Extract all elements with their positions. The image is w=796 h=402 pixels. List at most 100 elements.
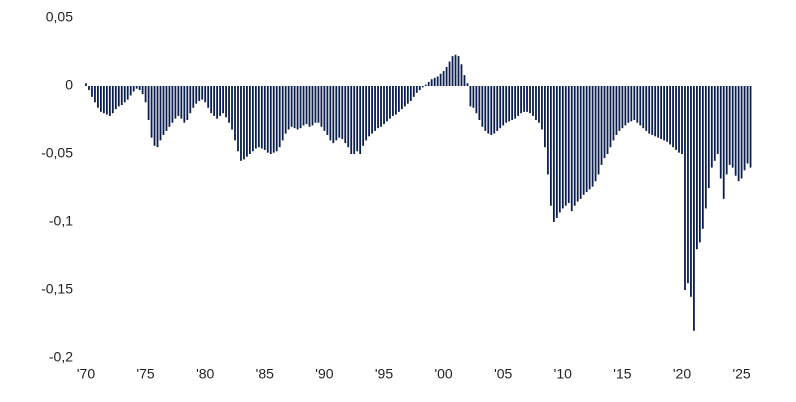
bar	[150, 86, 153, 138]
bar	[746, 86, 749, 164]
y-tick-label: -0,1	[49, 213, 73, 229]
y-tick-label: -0,2	[49, 349, 73, 365]
bar	[579, 86, 582, 199]
bar	[243, 86, 245, 160]
bar	[263, 86, 266, 150]
bar	[672, 86, 674, 148]
bar	[201, 86, 204, 100]
bar	[177, 86, 180, 116]
bar	[162, 86, 165, 135]
bar	[690, 86, 692, 297]
bar	[618, 86, 621, 131]
bar	[398, 86, 400, 112]
bar	[463, 75, 466, 86]
bar	[347, 86, 350, 148]
bar	[439, 73, 442, 86]
bar	[383, 86, 385, 125]
x-tick-label: '70	[77, 366, 95, 382]
bar	[496, 86, 499, 131]
x-tick-label: '85	[256, 366, 274, 382]
bar	[588, 86, 591, 190]
bar	[105, 86, 108, 115]
bar	[657, 86, 660, 138]
bar	[415, 86, 418, 93]
bar	[344, 86, 347, 144]
bar	[696, 86, 698, 250]
bar	[698, 86, 701, 243]
bar	[114, 86, 117, 110]
bar	[612, 86, 615, 141]
bar	[204, 86, 207, 103]
bar	[549, 86, 552, 206]
bar	[88, 86, 90, 91]
bar	[338, 86, 341, 138]
bar	[505, 86, 508, 123]
y-tick-label: 0,05	[46, 9, 73, 25]
bar	[621, 86, 624, 129]
bar	[561, 86, 564, 209]
bar	[716, 86, 719, 154]
bar	[332, 86, 335, 144]
bar	[281, 86, 284, 141]
bar	[472, 86, 475, 108]
bar	[329, 86, 332, 141]
bar	[278, 86, 281, 148]
bar	[386, 86, 388, 122]
bar	[380, 86, 382, 127]
bar	[457, 56, 460, 86]
bar	[499, 86, 502, 129]
bar	[570, 86, 573, 212]
y-tick-label: -0,05	[41, 145, 73, 161]
bar	[734, 86, 737, 176]
bar	[484, 86, 487, 131]
bar	[508, 86, 511, 122]
bar	[183, 86, 186, 123]
bar	[532, 86, 534, 116]
bar	[189, 86, 192, 114]
bar	[317, 86, 320, 123]
bar	[403, 86, 406, 107]
bar	[132, 86, 135, 92]
bar	[314, 86, 317, 123]
bar	[487, 86, 490, 134]
bar	[94, 86, 96, 103]
bar	[684, 86, 686, 290]
bar	[541, 86, 543, 130]
bar	[135, 86, 138, 89]
bar	[433, 77, 436, 86]
y-tick-label: -0,15	[41, 281, 73, 297]
bar	[210, 86, 213, 114]
bar	[406, 86, 409, 104]
bar	[326, 86, 329, 135]
bar	[254, 86, 257, 149]
bar	[737, 86, 740, 182]
bar	[636, 86, 639, 123]
bar	[564, 86, 567, 206]
bar	[585, 86, 588, 193]
bar	[639, 86, 642, 126]
bar	[460, 64, 463, 86]
bar	[225, 86, 227, 118]
bar	[108, 86, 111, 116]
bar	[409, 86, 412, 101]
bar	[284, 86, 287, 134]
bar	[159, 86, 162, 141]
bar	[412, 86, 415, 97]
bar	[186, 86, 189, 120]
bar	[660, 86, 663, 140]
bar	[719, 86, 722, 179]
bar	[445, 66, 448, 86]
bar	[111, 86, 114, 114]
bar	[704, 86, 707, 209]
bar	[749, 86, 752, 168]
x-tick-label: '95	[375, 366, 393, 382]
bar	[555, 86, 558, 218]
bar	[675, 86, 677, 150]
bar	[207, 86, 210, 108]
bar	[678, 86, 680, 153]
bar	[418, 86, 421, 91]
bar	[117, 86, 120, 107]
bar	[120, 86, 123, 106]
bar	[725, 86, 728, 175]
bar	[293, 86, 296, 129]
